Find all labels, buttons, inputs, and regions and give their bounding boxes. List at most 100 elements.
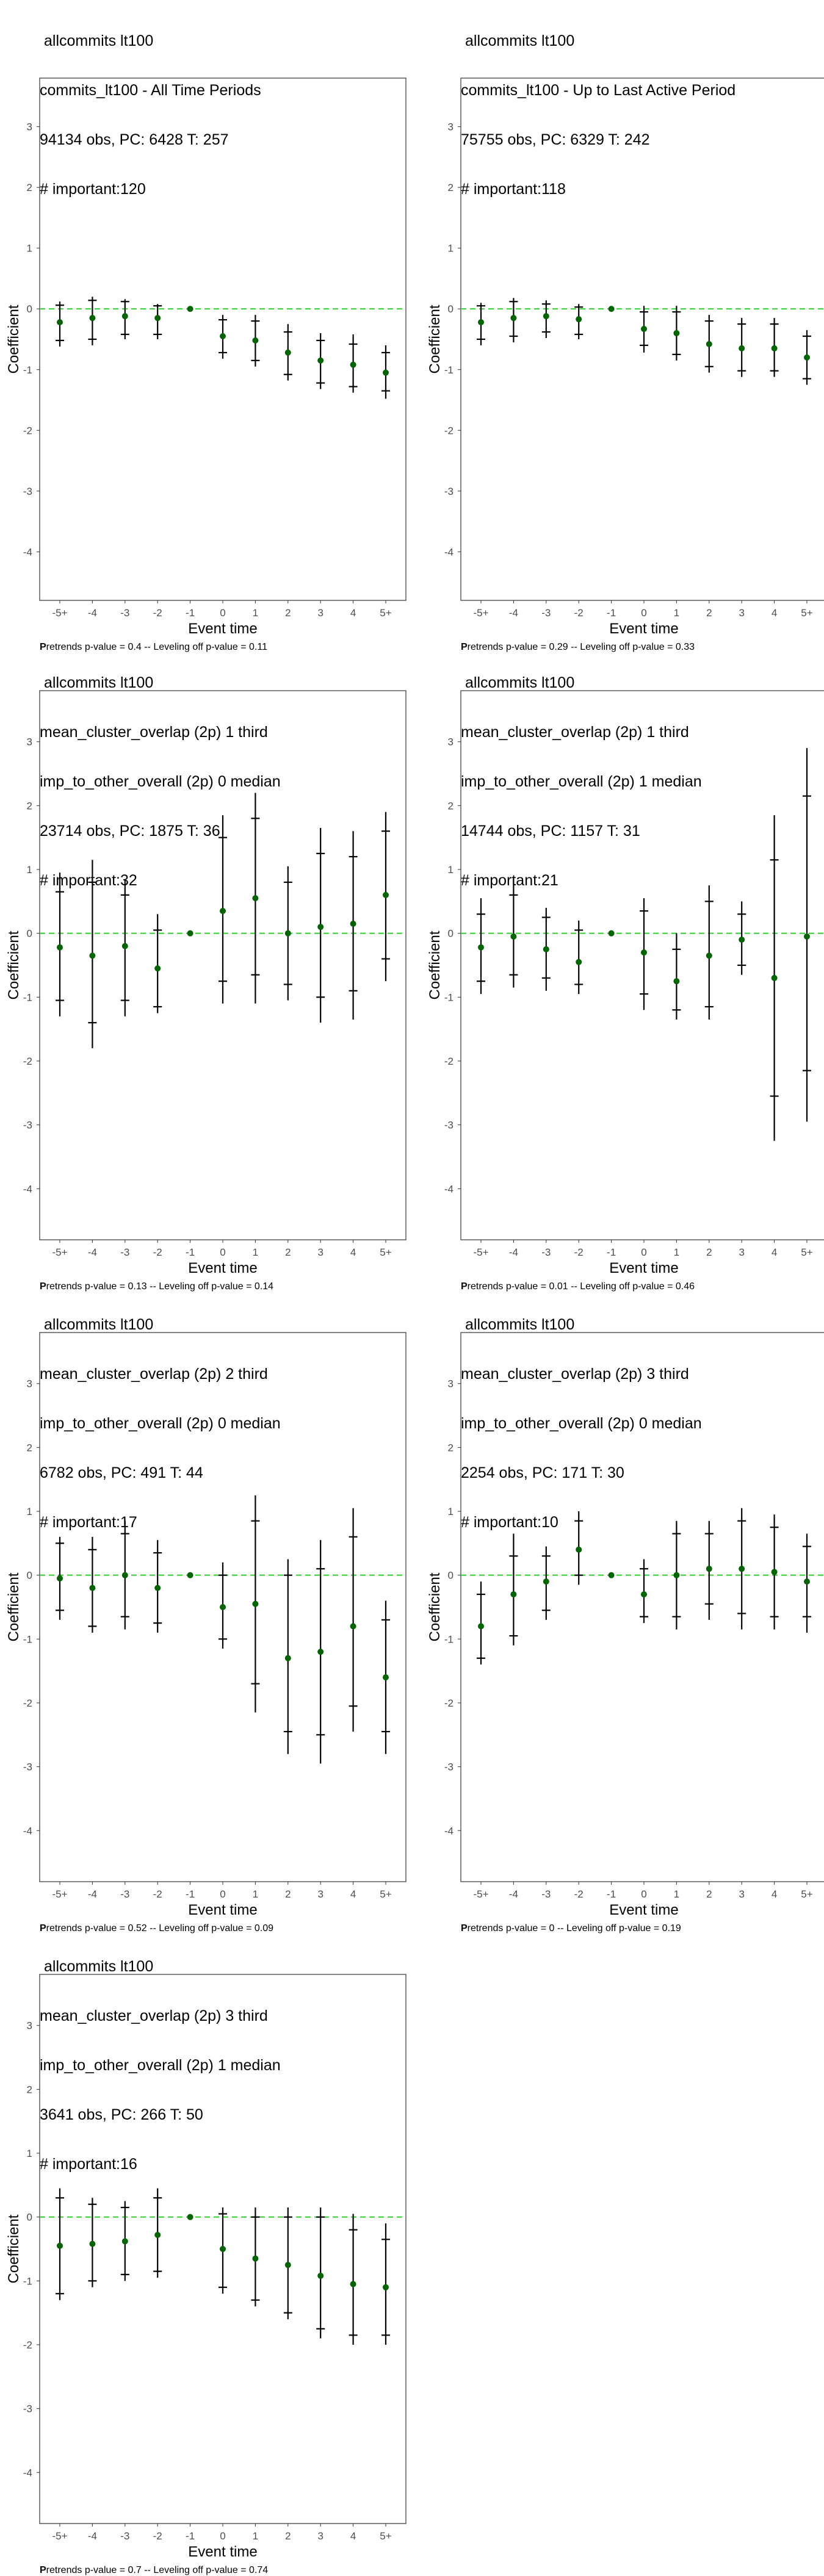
title-line: # important:10 xyxy=(461,1514,558,1531)
y-tick-label: -4 xyxy=(444,1825,454,1837)
plot-svg: -4 -3 -2 -1 0 1 2 3 -5+ -4 -3 -2 -1 0 1 2 3 4 5+ Event time… xyxy=(5,1332,407,1918)
data-point xyxy=(771,974,778,981)
x-tick-label: -2 xyxy=(153,607,162,619)
y-tick-label: -4 xyxy=(23,546,32,558)
data-point xyxy=(706,1566,712,1572)
data-point xyxy=(543,313,549,320)
plot-svg: -4 -3 -2 -1 0 1 2 3 -5+ -4 -3 -2 -1 0 1 2 3 4 5+ Event time… xyxy=(5,690,407,1276)
y-tick-label: 1 xyxy=(27,864,32,876)
y-tick-label: -3 xyxy=(444,1761,454,1773)
x-tick-label: -3 xyxy=(120,2530,129,2542)
x-tick-label: 2 xyxy=(285,607,291,619)
x-tick-label: -1 xyxy=(607,607,616,619)
x-tick-label: -5+ xyxy=(473,607,488,619)
y-tick-label: 2 xyxy=(448,1442,454,1453)
y-tick-label: 3 xyxy=(448,736,454,748)
data-point xyxy=(478,944,484,951)
data-point xyxy=(641,326,647,333)
y-tick-label: 1 xyxy=(448,1506,454,1517)
y-axis-title: Coefficient xyxy=(5,1572,22,1641)
data-point xyxy=(641,1591,647,1598)
data-point xyxy=(383,2284,389,2290)
plot-frame xyxy=(460,690,824,1240)
data-point xyxy=(383,369,389,376)
note-bold-letter: P xyxy=(40,642,46,652)
title-line: commits_lt100 - All Time Periods xyxy=(40,82,261,99)
plot-frame xyxy=(460,1332,824,1882)
title-line: allcommits lt100 xyxy=(44,1316,154,1333)
y-tick-label: -3 xyxy=(23,486,32,497)
note-text: retrends p-value = 0.29 -- Leveling off … xyxy=(467,642,695,652)
x-axis-title: Event time xyxy=(609,1902,678,1918)
y-tick-label: -1 xyxy=(23,2275,32,2287)
x-tick-label: -1 xyxy=(186,1888,195,1900)
x-tick-label: 5+ xyxy=(801,1888,812,1900)
data-point xyxy=(57,319,63,326)
x-tick-label: 4 xyxy=(772,607,777,619)
data-point xyxy=(89,2240,96,2247)
x-tick-label: 3 xyxy=(739,1888,744,1900)
y-tick-label: 1 xyxy=(448,864,454,876)
note-text: retrends p-value = 0.4 -- Leveling off p… xyxy=(46,642,267,652)
y-tick-label: -1 xyxy=(23,991,32,1003)
x-tick-label: -2 xyxy=(574,607,584,619)
p-value-note: Pretrends p-value = 0.01 -- Leveling off… xyxy=(461,1281,695,1292)
y-tick-label: -4 xyxy=(23,2467,32,2478)
x-tick-label: 3 xyxy=(317,607,323,619)
title-line: mean_cluster_overlap (2p) 1 third xyxy=(461,724,689,741)
note-text: retrends p-value = 0.7 -- Leveling off p… xyxy=(46,2565,269,2575)
y-tick-label: 1 xyxy=(27,1506,32,1517)
x-tick-label: -4 xyxy=(509,607,518,619)
x-tick-label: -1 xyxy=(186,607,195,619)
y-tick-label: -2 xyxy=(444,1056,454,1067)
title-line: allcommits lt100 xyxy=(44,32,154,49)
x-tick-label: -3 xyxy=(541,1888,551,1900)
x-tick-label: 1 xyxy=(674,1888,679,1900)
x-tick-label: -3 xyxy=(541,1247,551,1258)
note-bold-letter: P xyxy=(461,1923,468,1934)
title-line: imp_to_other_overall (2p) 0 median xyxy=(461,1415,702,1432)
panel-title: allcommits lt100 commits_lt100 - All Tim… xyxy=(40,0,261,231)
note-bold-letter: P xyxy=(40,1923,46,1934)
x-tick-label: -1 xyxy=(607,1888,616,1900)
data-point xyxy=(350,361,356,368)
panel-title: allcommits lt100 mean_cluster_overlap (2… xyxy=(40,1926,281,2206)
title-line: 94134 obs, PC: 6428 T: 257 xyxy=(40,131,229,148)
y-tick-label: -1 xyxy=(23,1633,32,1645)
x-axis-title: Event time xyxy=(188,2544,257,2560)
x-tick-label: -1 xyxy=(607,1247,616,1258)
x-tick-label: 4 xyxy=(350,1247,356,1258)
data-point xyxy=(187,306,193,312)
x-tick-label: 5+ xyxy=(380,1247,391,1258)
data-point xyxy=(804,1578,810,1585)
y-tick-label: 3 xyxy=(27,1378,32,1390)
data-point xyxy=(121,313,128,320)
x-tick-label: -1 xyxy=(186,2530,195,2542)
data-point xyxy=(739,1566,745,1572)
x-tick-label: -5+ xyxy=(52,607,67,619)
data-point xyxy=(739,937,745,943)
data-point xyxy=(576,316,582,323)
note-bold-letter: P xyxy=(40,1281,46,1292)
data-point xyxy=(252,895,259,902)
y-tick-label: -4 xyxy=(23,1825,32,1837)
data-point xyxy=(350,920,356,927)
x-axis-title: Event time xyxy=(609,1260,678,1276)
y-tick-label: -2 xyxy=(23,1056,32,1067)
data-point xyxy=(478,319,484,326)
y-axis-title: Coefficient xyxy=(5,930,22,999)
x-tick-label: -5+ xyxy=(473,1247,488,1258)
data-point xyxy=(641,949,647,956)
title-line: mean_cluster_overlap (2p) 1 third xyxy=(40,724,268,741)
x-tick-label: 4 xyxy=(772,1888,777,1900)
title-line: 2254 obs, PC: 171 T: 30 xyxy=(461,1464,624,1481)
x-tick-label: 4 xyxy=(350,2530,356,2542)
title-line: 23714 obs, PC: 1875 T: 36 xyxy=(40,822,220,840)
y-tick-label: 2 xyxy=(448,182,454,193)
x-tick-label: 3 xyxy=(317,1247,323,1258)
data-point xyxy=(510,933,517,940)
x-tick-label: 5+ xyxy=(380,1888,391,1900)
data-point xyxy=(510,1591,517,1598)
x-tick-label: 3 xyxy=(317,2530,323,2542)
y-tick-label: -2 xyxy=(23,2339,32,2351)
